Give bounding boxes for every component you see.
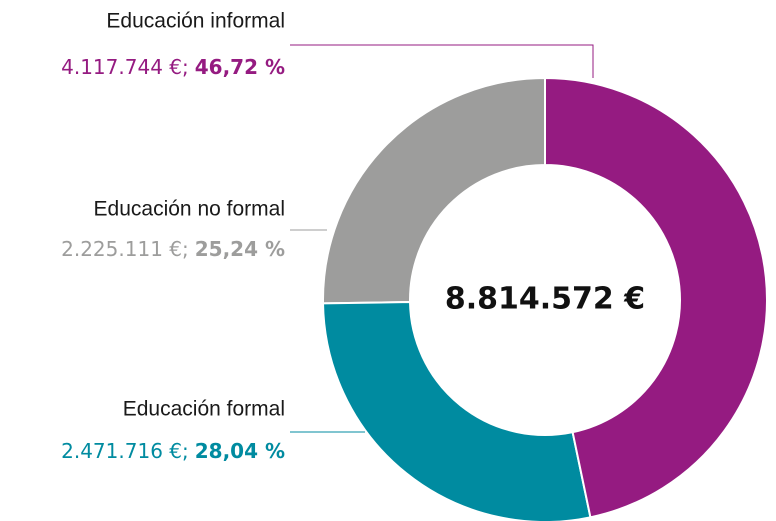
category-label: Educación informal: [106, 10, 285, 33]
donut-slice: [322, 76, 546, 305]
percent-label: 46,72 %: [195, 55, 285, 79]
value-label: 2.225.111 €; 25,24 %: [61, 237, 285, 261]
category-label: Educación formal: [123, 398, 285, 421]
percent-label: 28,04 %: [195, 439, 285, 463]
amount-label: 4.117.744 €;: [61, 55, 189, 79]
value-label: 4.117.744 €; 46,72 %: [61, 55, 285, 79]
donut-slice: [544, 76, 768, 519]
percent-label: 25,24 %: [195, 237, 285, 261]
leader-line: [290, 44, 594, 78]
total-label: 8.814.572 €: [445, 282, 645, 317]
amount-label: 2.225.111 €;: [61, 237, 189, 261]
value-label: 2.471.716 €; 28,04 %: [61, 439, 285, 463]
amount-label: 2.471.716 €;: [61, 439, 189, 463]
category-label: Educación no formal: [94, 198, 285, 221]
donut-slice: [322, 301, 592, 521]
